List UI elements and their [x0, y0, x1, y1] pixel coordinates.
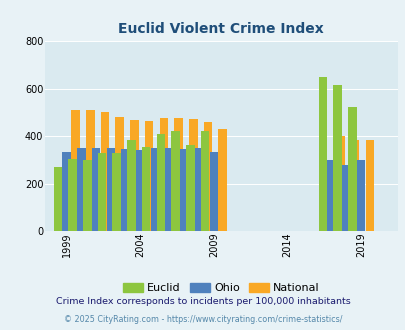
Bar: [200, 131, 209, 231]
Bar: [318, 77, 326, 231]
Bar: [203, 122, 212, 231]
Bar: [341, 165, 350, 231]
Bar: [350, 140, 358, 231]
Bar: [335, 136, 344, 231]
Bar: [107, 148, 115, 231]
Bar: [218, 129, 226, 231]
Bar: [180, 149, 188, 231]
Bar: [189, 119, 197, 231]
Bar: [136, 150, 144, 231]
Bar: [98, 153, 106, 231]
Text: © 2025 CityRating.com - https://www.cityrating.com/crime-statistics/: © 2025 CityRating.com - https://www.city…: [64, 315, 341, 324]
Bar: [159, 118, 168, 231]
Bar: [53, 167, 62, 231]
Bar: [174, 117, 182, 231]
Bar: [365, 140, 373, 231]
Bar: [62, 151, 71, 231]
Title: Euclid Violent Crime Index: Euclid Violent Crime Index: [118, 22, 323, 36]
Bar: [185, 145, 194, 231]
Bar: [156, 134, 165, 231]
Bar: [150, 148, 159, 231]
Bar: [209, 151, 217, 231]
Bar: [127, 140, 135, 231]
Bar: [86, 110, 94, 231]
Bar: [71, 110, 80, 231]
Bar: [326, 160, 335, 231]
Bar: [92, 148, 100, 231]
Bar: [100, 113, 109, 231]
Bar: [112, 153, 121, 231]
Bar: [83, 160, 92, 231]
Bar: [194, 148, 203, 231]
Bar: [77, 148, 85, 231]
Bar: [130, 119, 139, 231]
Text: Crime Index corresponds to incidents per 100,000 inhabitants: Crime Index corresponds to incidents per…: [55, 297, 350, 307]
Bar: [142, 147, 150, 231]
Legend: Euclid, Ohio, National: Euclid, Ohio, National: [118, 278, 324, 298]
Bar: [333, 85, 341, 231]
Bar: [165, 148, 174, 231]
Bar: [68, 159, 77, 231]
Bar: [121, 149, 130, 231]
Bar: [347, 107, 356, 231]
Bar: [171, 131, 179, 231]
Bar: [115, 117, 124, 231]
Bar: [356, 160, 364, 231]
Bar: [145, 121, 153, 231]
